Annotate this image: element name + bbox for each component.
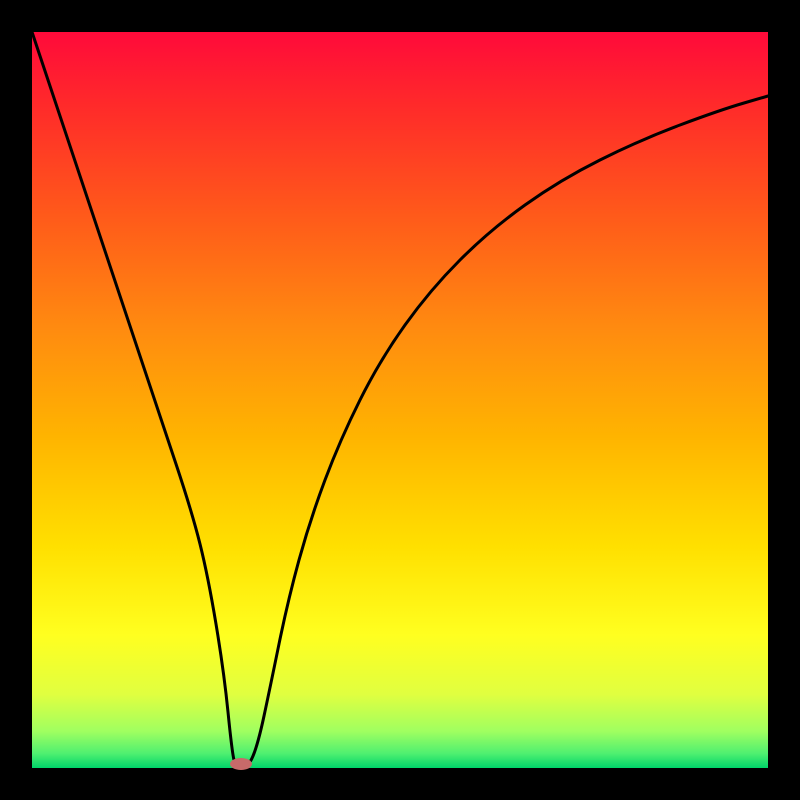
plot-background bbox=[32, 32, 768, 768]
optimal-marker bbox=[230, 758, 252, 770]
bottleneck-plot bbox=[0, 0, 800, 800]
chart-container: TheBottleneck.com bbox=[0, 0, 800, 800]
